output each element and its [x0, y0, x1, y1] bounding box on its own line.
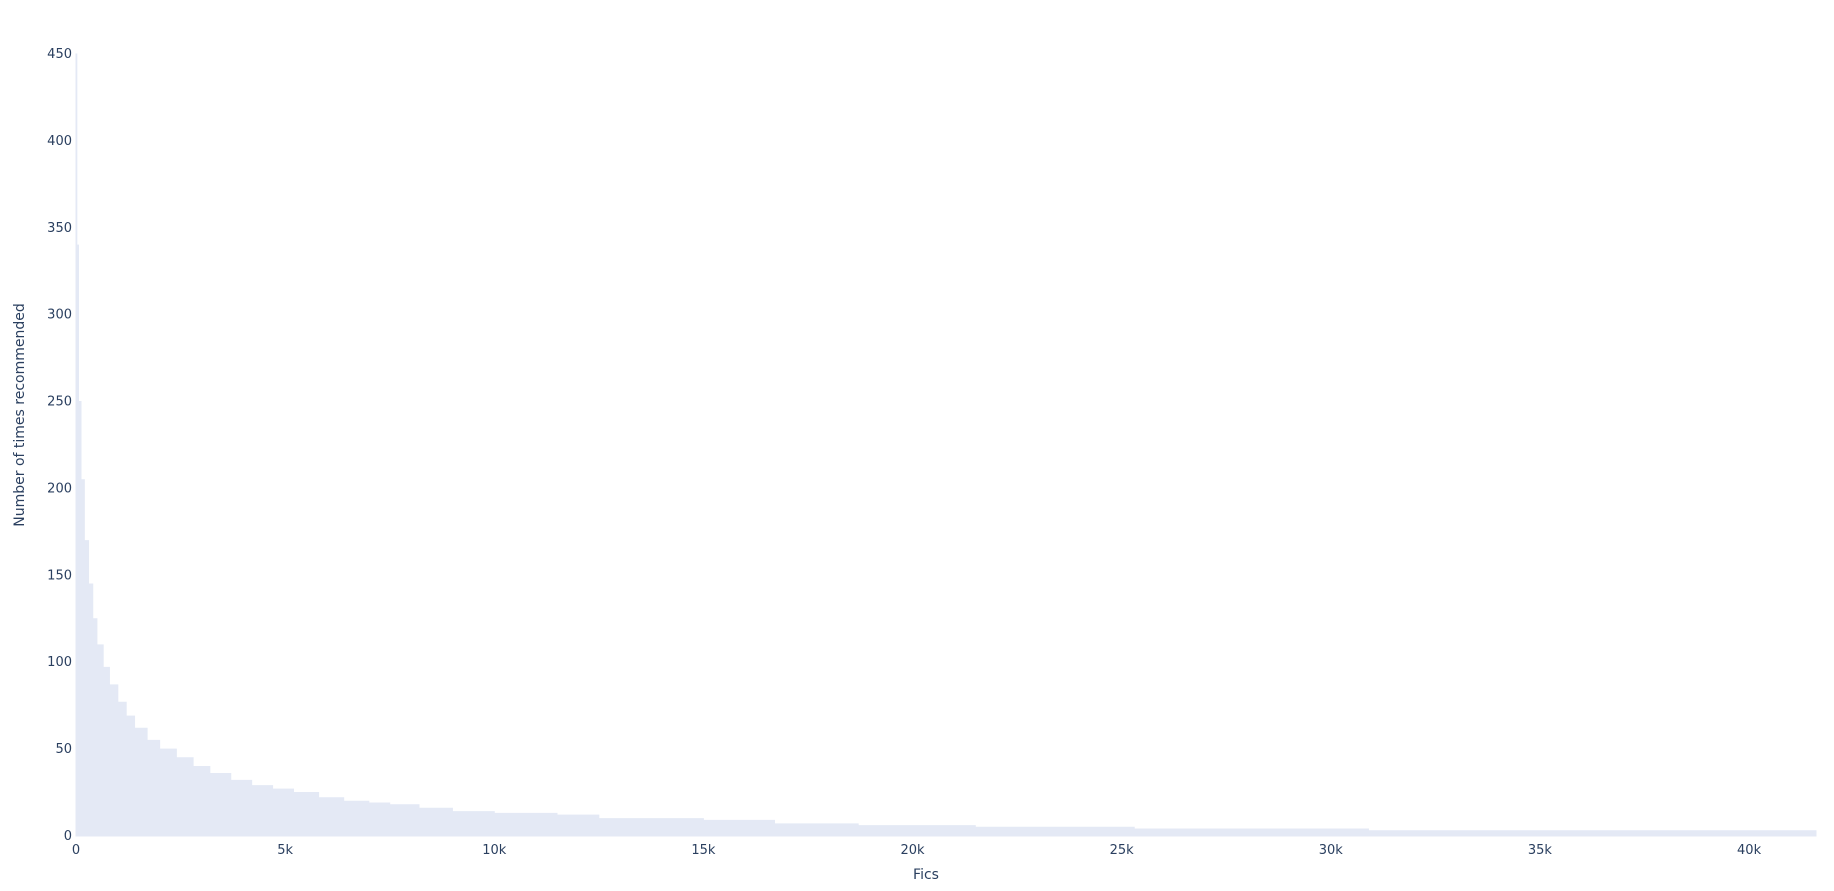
y-tick-label: 50 — [55, 742, 72, 757]
data-point — [343, 800, 345, 802]
y-tick-label: 200 — [47, 481, 72, 496]
data-point — [92, 618, 94, 620]
data-point — [251, 785, 253, 787]
data-point — [159, 748, 161, 750]
data-point — [80, 479, 82, 481]
x-tick-label: 5k — [277, 843, 293, 858]
data-point — [230, 779, 232, 781]
data-point — [418, 807, 420, 809]
y-tick-label: 250 — [47, 395, 72, 410]
data-point — [389, 804, 391, 806]
x-tick-label: 30k — [1319, 843, 1344, 858]
y-tick-label: 450 — [47, 47, 72, 62]
data-point — [271, 788, 274, 790]
series-area-0 — [75, 53, 1817, 837]
data-point — [209, 772, 211, 775]
x-tick-labels: 0 5k 10k 15k 20k 25k 30k 35k 40k — [72, 843, 1762, 858]
data-point — [117, 701, 119, 703]
x-tick-label: 40k — [1737, 843, 1762, 858]
x-tick-label: 35k — [1528, 843, 1553, 858]
y-tick-label: 100 — [47, 655, 72, 670]
data-point — [77, 400, 80, 403]
data-point — [974, 826, 976, 828]
y-tick-label: 350 — [47, 221, 72, 236]
data-point — [76, 244, 78, 246]
x-axis-title: Fics — [913, 867, 939, 883]
data-point — [1367, 830, 1370, 832]
data-point — [108, 684, 111, 686]
y-tick-label: 400 — [47, 134, 72, 149]
x-tick-label: 0 — [72, 843, 80, 858]
data-point — [857, 824, 859, 827]
data-point — [125, 715, 127, 717]
data-point — [773, 823, 776, 825]
data-point — [292, 791, 295, 794]
y-axis-title: Number of times recommended — [12, 303, 28, 526]
plot-layer — [75, 53, 1817, 837]
data-point — [83, 539, 85, 542]
data-point — [598, 818, 600, 820]
data-point — [133, 727, 136, 729]
x-tick-label: 15k — [691, 843, 716, 858]
x-tick-label: 20k — [900, 843, 925, 858]
data-point — [702, 819, 705, 821]
data-point — [146, 739, 148, 742]
data-point — [87, 583, 90, 585]
data-point — [192, 765, 194, 768]
x-tick-label: 10k — [482, 843, 507, 858]
data-point — [317, 797, 320, 799]
y-tick-label: 0 — [64, 829, 72, 844]
data-point — [96, 644, 98, 646]
data-point — [175, 757, 177, 759]
data-point — [102, 666, 104, 669]
data-point — [1815, 831, 1817, 834]
data-point — [493, 812, 495, 815]
y-tick-label: 150 — [47, 568, 72, 583]
y-tick-label: 300 — [47, 308, 72, 323]
data-point — [1133, 828, 1135, 830]
data-point — [556, 814, 558, 816]
data-point — [451, 811, 454, 813]
data-point — [368, 802, 370, 804]
y-tick-labels: 0 50 100 150 200 250 300 350 400 450 — [47, 47, 72, 844]
data-point — [75, 53, 77, 55]
x-tick-label: 25k — [1110, 843, 1135, 858]
